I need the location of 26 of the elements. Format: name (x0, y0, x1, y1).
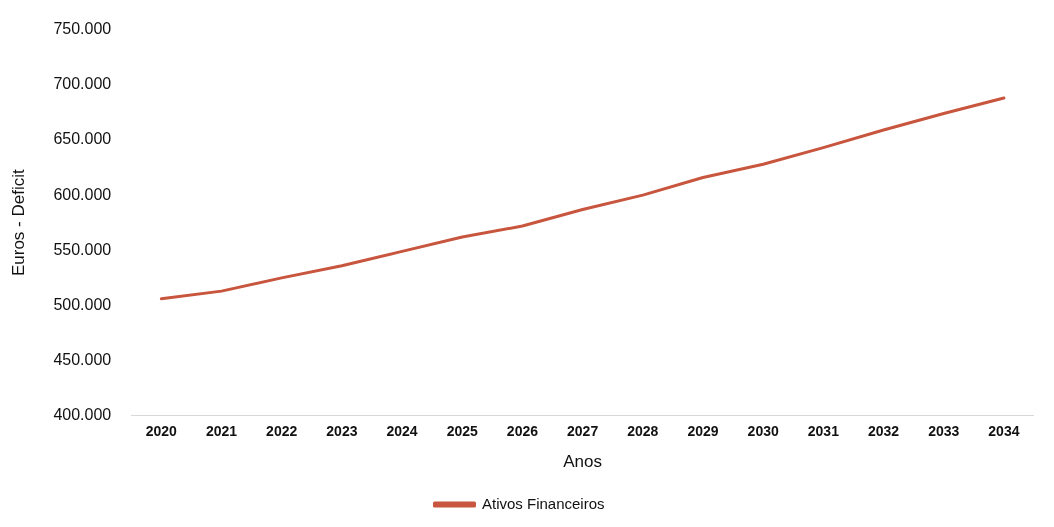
x-tick-label: 2029 (687, 423, 719, 440)
x-tick-label: 2034 (988, 423, 1020, 440)
legend-label: Ativos Financeiros (481, 494, 605, 512)
x-tick-label: 2025 (446, 423, 479, 440)
y-tick-label: 500.000 (53, 295, 112, 313)
x-tick-label: 2022 (266, 423, 298, 440)
y-tick-label: 750.000 (53, 20, 112, 38)
y-tick-label: 450.000 (53, 351, 112, 369)
x-tick-label: 2021 (205, 423, 238, 440)
y-axis-title: Euros - Deficit (8, 169, 28, 277)
x-tick-label: 2031 (807, 423, 840, 440)
x-tick-label: 2027 (567, 423, 599, 440)
x-tick-label: 2030 (747, 423, 779, 440)
y-tick-label: 550.000 (53, 240, 112, 258)
x-tick-label: 2023 (326, 423, 358, 440)
y-tick-label: 400.000 (53, 406, 112, 424)
x-tick-label: 2032 (867, 423, 900, 440)
x-tick-label: 2026 (506, 423, 539, 440)
x-tick-label: 2020 (145, 423, 178, 440)
x-tick-label: 2033 (928, 423, 960, 440)
x-tick-label: 2024 (386, 423, 418, 440)
y-tick-label: 600.000 (53, 185, 112, 203)
x-axis-title: Anos (563, 452, 602, 472)
y-tick-label: 650.000 (53, 130, 112, 148)
x-tick-label: 2028 (627, 423, 659, 440)
y-tick-label: 700.000 (53, 75, 112, 93)
